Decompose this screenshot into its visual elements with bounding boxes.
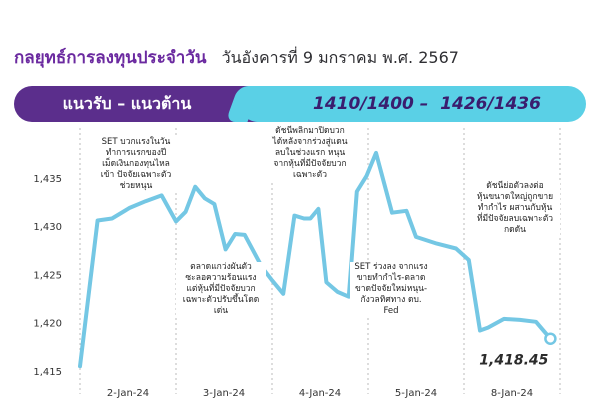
last-point-marker	[544, 332, 557, 345]
banner-label: แนวรับ – แนวต้าน	[62, 94, 192, 113]
annotation-day3: ดัชนีพลิกมาปิดบวก ได้หลังจากร่วงสู่แดน ล…	[264, 126, 356, 181]
set-index-line-chart: 1,415 1,420 1,425 1,430 1,435 2-Jan-24 3-Jan-2…	[33, 128, 561, 399]
banner-levels: 1410/1400 – 1426/1436	[313, 94, 541, 114]
annotation-day4: SET ร่วงลง จากแรง ขายทำกำไร-ตลาด ขาดปัจจ…	[350, 262, 432, 317]
annotation-day2: ตลาดแกว่งผันตัว ซะลอความร้อนแรง แต่หุ้นท…	[176, 262, 266, 317]
y-tick-label: 1,415	[33, 367, 62, 378]
banner-levels-bg	[240, 86, 586, 122]
series-line	[78, 150, 553, 369]
y-tick-label: 1,420	[33, 319, 62, 330]
y-tick-label: 1,435	[33, 174, 62, 185]
last-value-label: 1,418.45	[479, 353, 548, 369]
y-tick-label: 1,425	[33, 270, 62, 281]
x-tick-label: 2-Jan-24	[107, 388, 149, 399]
support-resistance-banner: แนวรับ – แนวต้าน 1410/1400 – 1426/1436	[0, 86, 600, 122]
banner-label-bg	[14, 86, 264, 122]
annotation-day1: SET บวกแรงในวัน ทำการแรกของปี เม็ดเงินกอ…	[88, 137, 184, 192]
y-tick-label: 1,430	[33, 222, 62, 233]
x-tick-label: 5-Jan-24	[395, 388, 437, 399]
annotation-day5: ดัชนีย่อตัวลงต่อ หุ้นขนาดใหญ่ถูกขาย ทำกำ…	[470, 181, 560, 236]
x-tick-label: 4-Jan-24	[299, 388, 341, 399]
page-date: วันอังคารที่ 9 มกราคม พ.ศ. 2567	[221, 48, 459, 67]
x-tick-label: 8-Jan-24	[491, 388, 533, 399]
title-row: กลยุทธ์การลงทุนประจำวัน วันอังคารที่ 9 ม…	[14, 44, 459, 74]
x-tick-label: 3-Jan-24	[203, 388, 245, 399]
page-title: กลยุทธ์การลงทุนประจำวัน	[14, 48, 207, 68]
